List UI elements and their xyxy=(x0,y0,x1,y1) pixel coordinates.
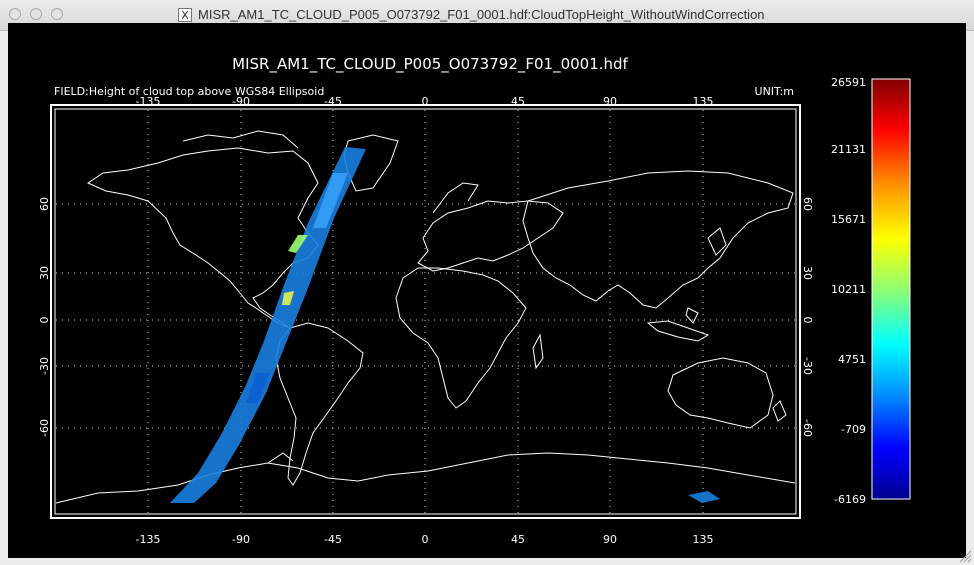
lon-tick: 135 xyxy=(693,533,714,546)
colorbar-label: 15671 xyxy=(831,213,866,226)
lat-ticks-right: 60 30 0 -30 -60 xyxy=(801,197,814,437)
plot-canvas: MISR_AM1_TC_CLOUD_P005_O073792_F01_0001.… xyxy=(8,23,966,558)
colorbar-label: 4751 xyxy=(838,353,866,366)
colorbar-labels: 26591 21131 15671 10211 4751 -709 -6169 xyxy=(831,76,866,506)
map-frame-outer xyxy=(50,104,801,519)
map-figure: MISR_AM1_TC_CLOUD_P005_O073792_F01_0001.… xyxy=(38,55,911,546)
map-frame-inner xyxy=(54,108,797,515)
lon-tick: -45 xyxy=(324,95,342,108)
colorbar xyxy=(871,78,911,500)
colorbar-label: -6169 xyxy=(834,493,866,506)
lat-tick: -30 xyxy=(801,357,814,375)
lat-tick: -60 xyxy=(38,419,51,437)
lon-tick: 45 xyxy=(511,95,525,108)
lat-tick: 30 xyxy=(38,266,51,280)
lat-tick: -30 xyxy=(38,357,51,375)
zoom-button[interactable] xyxy=(51,8,63,20)
lon-tick: 90 xyxy=(603,95,617,108)
x11-icon: X xyxy=(178,8,192,22)
lat-tick: 60 xyxy=(801,197,814,211)
lon-tick: 45 xyxy=(511,533,525,546)
unit-label: UNIT:m xyxy=(755,85,794,98)
lat-tick: 60 xyxy=(38,197,51,211)
coastlines xyxy=(55,130,796,504)
lon-tick: -90 xyxy=(232,95,250,108)
colorbar-label: 21131 xyxy=(831,143,866,156)
lon-ticks-bottom: -135 -90 -45 0 45 90 135 xyxy=(136,533,714,546)
lon-tick: 135 xyxy=(693,95,714,108)
lon-tick: -135 xyxy=(136,95,161,108)
misr-swath xyxy=(170,147,720,503)
lat-tick: 0 xyxy=(801,317,814,324)
colorbar-label: 26591 xyxy=(831,76,866,89)
field-label: FIELD:Height of cloud top above WGS84 El… xyxy=(54,85,324,98)
plot-title: MISR_AM1_TC_CLOUD_P005_O073792_F01_0001.… xyxy=(232,55,628,74)
lon-tick: -45 xyxy=(324,533,342,546)
lon-tick: -135 xyxy=(136,533,161,546)
close-button[interactable] xyxy=(9,8,21,20)
resize-grip-icon[interactable] xyxy=(958,549,972,563)
lon-tick: 0 xyxy=(422,533,429,546)
lon-tick: 90 xyxy=(603,533,617,546)
lon-tick: -90 xyxy=(232,533,250,546)
graticule xyxy=(56,110,795,513)
window-title: MISR_AM1_TC_CLOUD_P005_O073792_F01_0001.… xyxy=(198,7,765,22)
colorbar-label: 10211 xyxy=(831,283,866,296)
lat-tick: 0 xyxy=(38,317,51,324)
colorbar-label: -709 xyxy=(841,423,866,436)
lat-tick: 30 xyxy=(801,266,814,280)
lat-tick: -60 xyxy=(801,419,814,437)
lat-ticks-left: 60 30 0 -30 -60 xyxy=(38,197,51,437)
lon-tick: 0 xyxy=(422,95,429,108)
lon-ticks-top: -135 -90 -45 0 45 90 135 xyxy=(136,95,714,108)
minimize-button[interactable] xyxy=(30,8,42,20)
